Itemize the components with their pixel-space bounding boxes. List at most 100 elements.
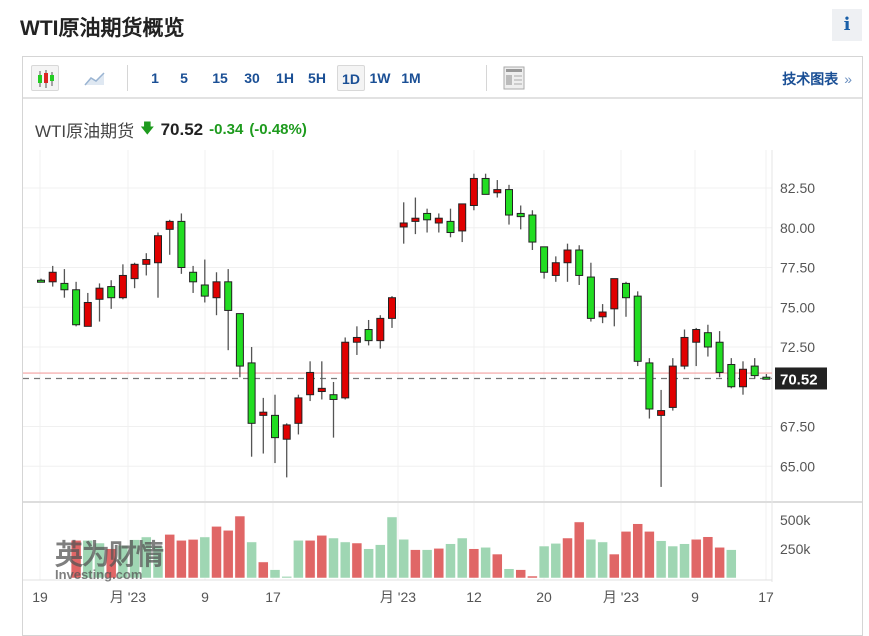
candle-body bbox=[306, 371, 315, 396]
candle bbox=[505, 184, 513, 225]
volume-bar bbox=[304, 540, 316, 579]
candle bbox=[528, 210, 537, 251]
volume-bar bbox=[281, 576, 292, 579]
volume-bar bbox=[141, 536, 152, 579]
candle-body bbox=[446, 220, 455, 234]
candle-body bbox=[107, 286, 116, 299]
candle bbox=[668, 358, 677, 411]
candle bbox=[48, 265, 57, 287]
page-title: WTI原油期货概览 bbox=[20, 17, 185, 40]
candle-body bbox=[762, 376, 771, 380]
candle-body bbox=[657, 410, 666, 416]
layout-button[interactable] bbox=[501, 65, 527, 91]
volume-bar bbox=[339, 541, 351, 579]
candle bbox=[563, 243, 572, 282]
volume-bar bbox=[468, 548, 480, 579]
candle bbox=[83, 292, 92, 327]
instrument-name: WTI原油期货 bbox=[35, 122, 135, 141]
candle-body bbox=[95, 287, 104, 300]
candle bbox=[493, 180, 502, 198]
volume-bar bbox=[328, 537, 339, 579]
candle bbox=[177, 213, 186, 274]
area-chart-button[interactable] bbox=[81, 65, 109, 91]
price-chart[interactable]: 82.50 80.00 77.50 75.00 72.50 67.50 65.00 500k 2… bbox=[0, 0, 869, 621]
volume-tick-label: 250k bbox=[780, 541, 811, 557]
candle bbox=[259, 397, 268, 454]
chart-panel: 1 5 15 30 1H 5H 1D 1W 1M 技术图表» WTI原油期货 🡇 70.52 -… bbox=[22, 56, 863, 636]
candle bbox=[715, 331, 724, 378]
candle-body bbox=[610, 278, 619, 310]
volume-bar bbox=[211, 526, 222, 579]
candle bbox=[411, 197, 420, 235]
volume-bar bbox=[655, 540, 667, 579]
volume-bar bbox=[702, 536, 714, 579]
candle bbox=[165, 219, 174, 255]
interval-5[interactable]: 5 bbox=[180, 70, 188, 86]
volume-bar bbox=[234, 515, 246, 579]
time-tick-label: 月 '23 bbox=[110, 589, 146, 605]
interval-1h[interactable]: 1H bbox=[276, 70, 294, 86]
toolbar-divider bbox=[486, 65, 487, 91]
candle bbox=[235, 313, 244, 378]
candle bbox=[329, 381, 338, 438]
last-price-badge-text: 70.52 bbox=[780, 371, 818, 388]
price-tick-label: 65.00 bbox=[780, 458, 815, 474]
candle bbox=[247, 347, 256, 457]
interval-15[interactable]: 15 bbox=[212, 70, 228, 86]
candle bbox=[388, 296, 396, 328]
interval-30[interactable]: 30 bbox=[244, 70, 260, 86]
candle-body bbox=[72, 289, 81, 326]
candle bbox=[142, 253, 151, 276]
volume-bar bbox=[293, 540, 304, 579]
candle bbox=[516, 205, 525, 230]
candle-body bbox=[341, 341, 350, 399]
price-tick-label: 77.50 bbox=[780, 260, 815, 276]
interval-5h[interactable]: 5H bbox=[308, 70, 326, 86]
volume-bar bbox=[187, 539, 199, 579]
price-change-percent: (-0.48%) bbox=[249, 121, 307, 138]
area-chart-icon bbox=[84, 72, 105, 86]
candle-body bbox=[294, 397, 303, 424]
volume-bar bbox=[351, 542, 363, 579]
time-tick-label: 17 bbox=[758, 589, 774, 605]
candlestick-icon bbox=[38, 70, 54, 88]
candle-body bbox=[247, 362, 256, 424]
volume-bar bbox=[246, 541, 257, 579]
candle-body bbox=[165, 220, 174, 230]
candle-body bbox=[715, 341, 724, 373]
volume-bar bbox=[585, 539, 597, 579]
tech-chart-link[interactable]: 技术图表 » bbox=[782, 69, 852, 89]
candle-body bbox=[60, 282, 69, 291]
candle-body bbox=[458, 203, 467, 232]
price-tick-label: 72.50 bbox=[780, 339, 815, 355]
info-button[interactable]: i bbox=[832, 9, 862, 41]
volume-bar bbox=[456, 537, 468, 579]
volume-bar bbox=[176, 540, 187, 579]
last-price: 70.52 bbox=[160, 119, 204, 139]
candle bbox=[200, 259, 209, 303]
quote-summary: WTI原油期货 🡇 70.52 -0.34 (-0.48%) bbox=[35, 117, 307, 142]
price-tick-label: 82.50 bbox=[780, 180, 815, 196]
candlestick-chart-button[interactable] bbox=[31, 65, 59, 91]
candle bbox=[352, 326, 361, 355]
candle bbox=[586, 262, 595, 322]
candle-body bbox=[703, 332, 712, 348]
candle bbox=[72, 281, 81, 327]
price-tick-label: 75.00 bbox=[780, 299, 815, 315]
volume-bar bbox=[620, 531, 632, 579]
candle bbox=[60, 269, 69, 298]
interval-1w[interactable]: 1W bbox=[369, 70, 391, 86]
candle-body bbox=[177, 220, 186, 268]
volume-bar bbox=[609, 553, 620, 579]
volume-bar bbox=[714, 547, 725, 579]
toolbar-divider bbox=[127, 65, 128, 91]
candle-body bbox=[423, 212, 432, 221]
candle-body bbox=[317, 387, 326, 393]
interval-1d[interactable]: 1D bbox=[337, 65, 365, 91]
price-change: -0.34 bbox=[209, 121, 244, 138]
candle-body bbox=[750, 365, 759, 377]
interval-1m[interactable]: 1M bbox=[401, 70, 421, 86]
interval-1[interactable]: 1 bbox=[151, 70, 159, 86]
news-layout-icon bbox=[503, 66, 525, 90]
candle bbox=[95, 283, 104, 322]
